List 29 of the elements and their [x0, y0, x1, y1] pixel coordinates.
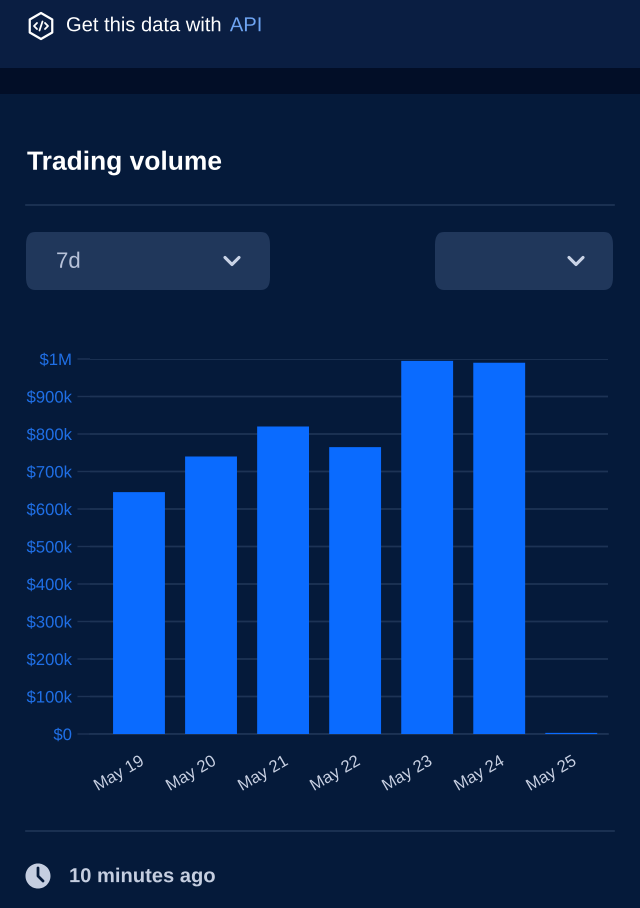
y-tick-label: $400k — [26, 578, 72, 592]
text: Get this data with — [67, 16, 220, 32]
x-tick-label: May 20 — [165, 754, 218, 794]
x-tick-label: May 25 — [525, 754, 578, 794]
y-tick-label: $0 — [54, 728, 72, 742]
bar — [257, 426, 310, 734]
y-tick-label: $600k — [26, 502, 72, 516]
text: 10 minutes ago — [70, 868, 215, 886]
y-tick-label: $100k — [26, 690, 72, 704]
text: API — [230, 17, 260, 32]
bar — [329, 447, 382, 734]
x-tick-label: May 24 — [453, 754, 507, 794]
x-tick-label: May 22 — [309, 754, 362, 794]
text: 7d — [57, 252, 80, 268]
y-tick-label: $900k — [26, 390, 72, 404]
x-tick-label: May 23 — [381, 754, 434, 794]
x-tick-label: May 19 — [93, 754, 146, 794]
chart-title: Trading volume — [27, 150, 222, 176]
y-tick-label: $700k — [26, 465, 72, 479]
bar — [113, 492, 165, 734]
bar — [473, 362, 526, 734]
bar — [401, 360, 454, 734]
bar — [185, 456, 237, 734]
x-tick-label: May 21 — [237, 754, 290, 794]
y-tick-label: $300k — [26, 615, 72, 629]
y-tick-label: $800k — [26, 428, 72, 442]
y-tick-label: $500k — [26, 540, 72, 554]
y-tick-label: $200k — [26, 652, 72, 666]
y-tick-label: $1M — [40, 352, 71, 366]
